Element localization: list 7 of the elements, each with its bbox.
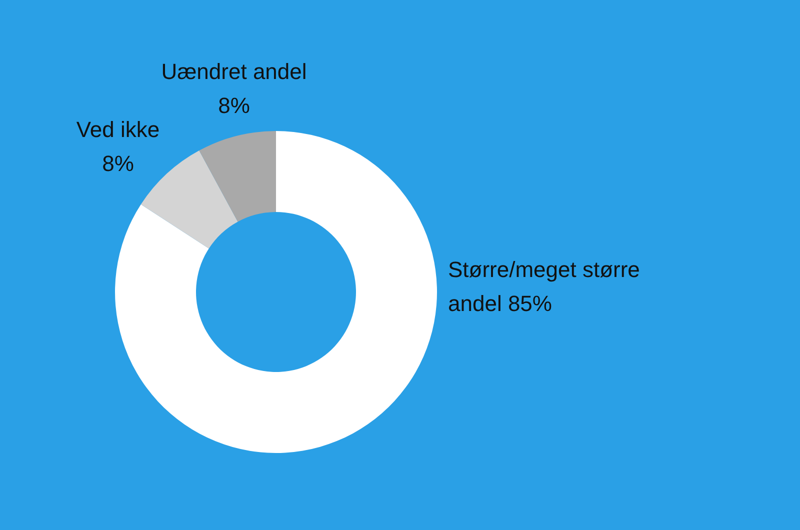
- slice-label: Ved ikke: [76, 117, 160, 142]
- slice-label: Større/meget større andel 85%: [448, 257, 640, 316]
- donut-slice: [199, 131, 276, 222]
- data-label: 8%: [218, 93, 250, 118]
- slice-label: Uændret andel: [161, 59, 307, 84]
- data-label: 8%: [102, 151, 134, 176]
- donut-slice: [140, 150, 238, 248]
